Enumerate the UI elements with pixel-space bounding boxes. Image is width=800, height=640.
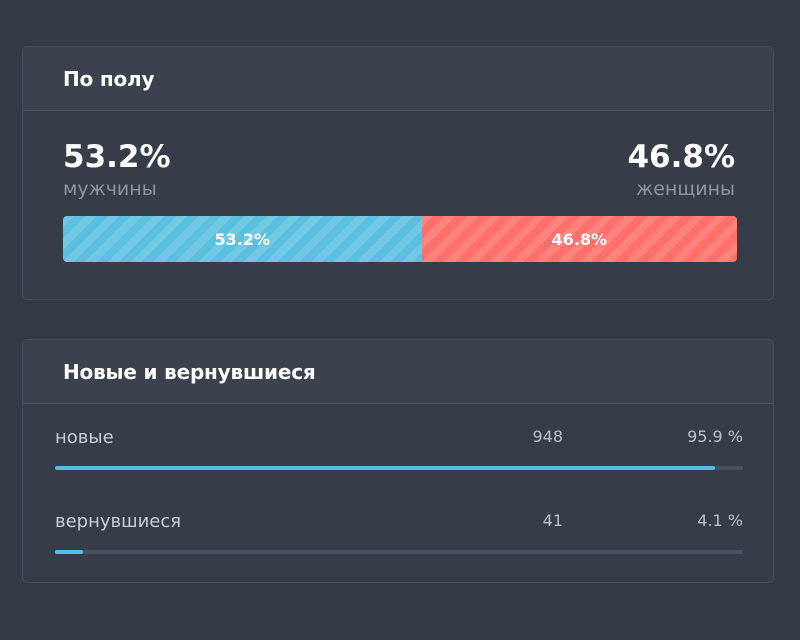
new-label: новые [55, 427, 114, 448]
list-item-returning: вернувшиеся 41 4.1 % [55, 510, 743, 570]
female-stat: 46.8% женщины [627, 139, 735, 201]
returning-card-header: Новые и вернувшиеся [23, 340, 773, 404]
female-percent-value: 46.8% [627, 139, 735, 175]
returning-label: вернувшиеся [55, 511, 182, 532]
returning-percent: 4.1 % [697, 511, 743, 530]
returning-card-title: Новые и вернувшиеся [63, 359, 316, 384]
returning-progress-track [55, 550, 743, 554]
male-stat: 53.2% мужчины [63, 139, 171, 201]
male-bar-label: 53.2% [214, 229, 271, 249]
gender-card-title: По полу [63, 66, 155, 91]
returning-count: 41 [542, 511, 563, 530]
female-label: женщины [636, 178, 735, 200]
new-percent: 95.9 % [687, 427, 743, 446]
gender-split-bar: 53.2% 46.8% [63, 216, 737, 262]
new-progress-fill [55, 466, 715, 470]
new-progress-track [55, 466, 743, 470]
returning-card: Новые и вернувшиеся новые 948 95.9 % вер… [22, 339, 774, 583]
female-bar-label: 46.8% [551, 229, 608, 249]
female-bar-segment[interactable]: 46.8% [421, 216, 737, 262]
gender-stats: 53.2% мужчины 46.8% женщины [23, 111, 773, 215]
male-label: мужчины [63, 178, 157, 200]
gender-card: По полу 53.2% мужчины 46.8% женщины 53.2… [22, 46, 774, 300]
new-count: 948 [532, 427, 563, 446]
list-item-new: новые 948 95.9 % [55, 426, 743, 486]
male-bar-segment[interactable]: 53.2% [63, 216, 422, 262]
male-percent-value: 53.2% [63, 139, 171, 175]
returning-progress-fill [55, 550, 84, 554]
gender-card-header: По полу [23, 47, 773, 111]
